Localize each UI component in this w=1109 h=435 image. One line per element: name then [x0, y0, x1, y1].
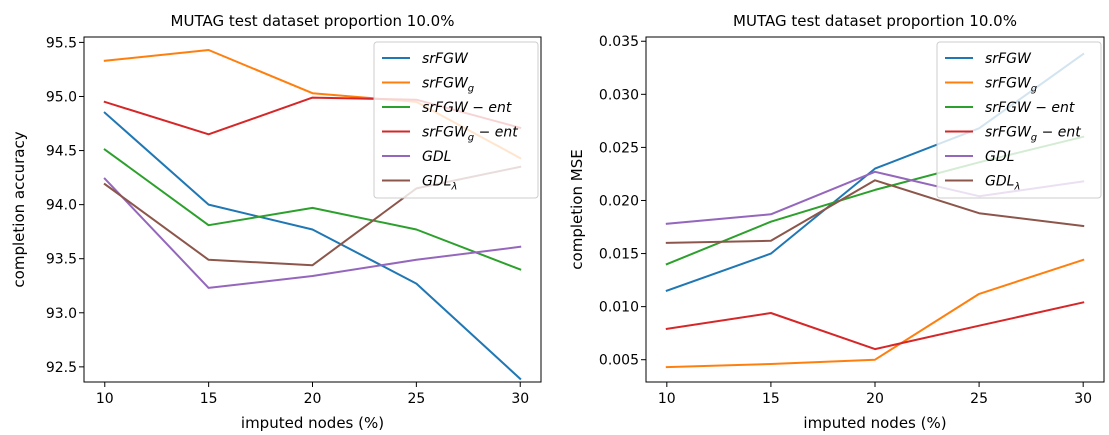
series-line-6	[665, 179, 1085, 244]
y-axis-label: completion MSE	[568, 149, 586, 269]
legend-label: srFGWg − ent	[422, 125, 518, 144]
legend-label: srFGW − ent	[422, 100, 512, 116]
y-tick-label: 0.030	[599, 87, 639, 103]
y-tick-label: 0.010	[599, 300, 639, 316]
x-tick-label: 25	[407, 391, 425, 407]
series-line-3	[103, 148, 522, 271]
x-tick-label: 15	[200, 391, 218, 407]
legend-label: srFGW − ent	[985, 100, 1075, 116]
y-tick-label: 93.0	[46, 306, 77, 322]
accuracy-chart: MUTAG test dataset proportion 10.0% 10 15 2…	[10, 12, 542, 432]
legend-label: srFGW	[985, 51, 1032, 67]
legend: srFGW srFGWg srFGW − ent srFGWg − ent GDL GDL…	[936, 41, 1102, 199]
x-tick-label: 30	[1074, 391, 1092, 407]
legend-box	[936, 41, 1102, 199]
legend-box	[373, 41, 539, 199]
legend: srFGW srFGWg srFGW − ent srFGWg − ent GDL GDL…	[373, 41, 539, 199]
y-tick-label: 0.025	[599, 140, 639, 156]
legend-label: GDL	[422, 149, 451, 165]
x-axis-label: imputed nodes (%)	[803, 414, 946, 432]
series-line-2	[665, 258, 1085, 369]
y-tick-label: 95.0	[46, 89, 77, 105]
chart-title: MUTAG test dataset proportion 10.0%	[171, 12, 455, 30]
series-group	[103, 49, 522, 381]
x-tick-label: 30	[511, 391, 529, 407]
legend-label: GDLλ	[985, 174, 1020, 193]
y-tick-label: 95.5	[46, 35, 77, 51]
legend-label: GDL	[985, 149, 1014, 165]
y-tick-label: 93.5	[46, 252, 77, 268]
legend-label: srFGWg − ent	[985, 125, 1081, 144]
y-tick-label: 0.005	[599, 353, 639, 369]
legend-label: srFGW	[422, 51, 469, 67]
y-tick-label: 0.020	[599, 193, 639, 209]
mse-chart: MUTAG test dataset proportion 10.0% 10 15 2…	[568, 12, 1105, 432]
y-tick-label: 0.035	[599, 34, 639, 50]
series-line-5	[103, 177, 522, 289]
y-tick-label: 94.0	[46, 198, 77, 214]
legend-label: GDLλ	[422, 174, 457, 193]
y-tick-label: 94.5	[46, 144, 77, 160]
y-axis-label: completion accuracy	[10, 131, 28, 287]
x-tick-label: 25	[970, 391, 988, 407]
series-line-1	[103, 111, 522, 381]
x-tick-label: 15	[762, 391, 780, 407]
x-tick-label: 20	[304, 391, 322, 407]
x-axis-label: imputed nodes (%)	[241, 414, 384, 432]
legend-label: srFGWg	[422, 76, 474, 95]
series-line-4	[665, 301, 1085, 351]
chart-title: MUTAG test dataset proportion 10.0%	[733, 12, 1017, 30]
y-tick-label: 92.5	[46, 360, 77, 376]
x-tick-label: 10	[658, 391, 676, 407]
x-tick-label: 20	[866, 391, 884, 407]
y-tick-label: 0.015	[599, 247, 639, 263]
legend-label: srFGWg	[985, 76, 1037, 95]
x-tick-label: 10	[96, 391, 114, 407]
